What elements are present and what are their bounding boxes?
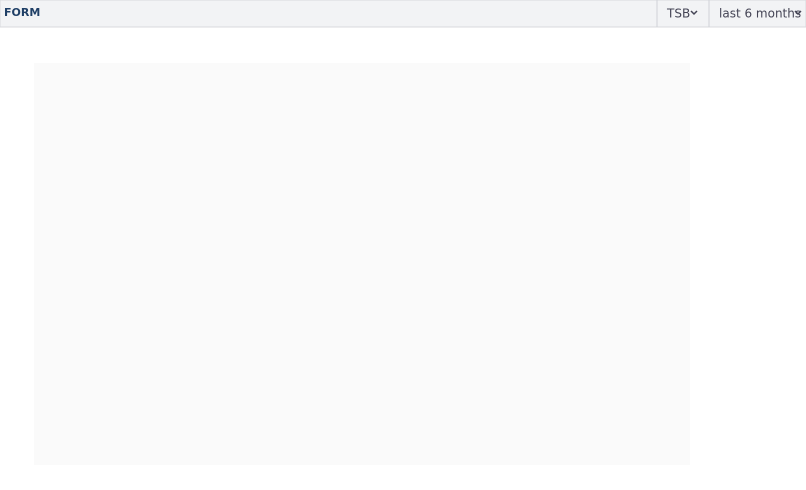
metric-dropdown-label[interactable]: TSB bbox=[666, 7, 690, 21]
plot-background bbox=[34, 63, 690, 465]
header-title: FORM bbox=[4, 6, 40, 19]
caret-icon[interactable] bbox=[690, 10, 698, 16]
range-dropdown[interactable]: last 6 months bbox=[719, 7, 802, 21]
header-bar bbox=[0, 0, 806, 28]
metric-dropdown[interactable]: TSB bbox=[666, 7, 698, 21]
caret-icon[interactable] bbox=[794, 10, 802, 16]
range-dropdown-label[interactable]: last 6 months bbox=[719, 7, 801, 21]
